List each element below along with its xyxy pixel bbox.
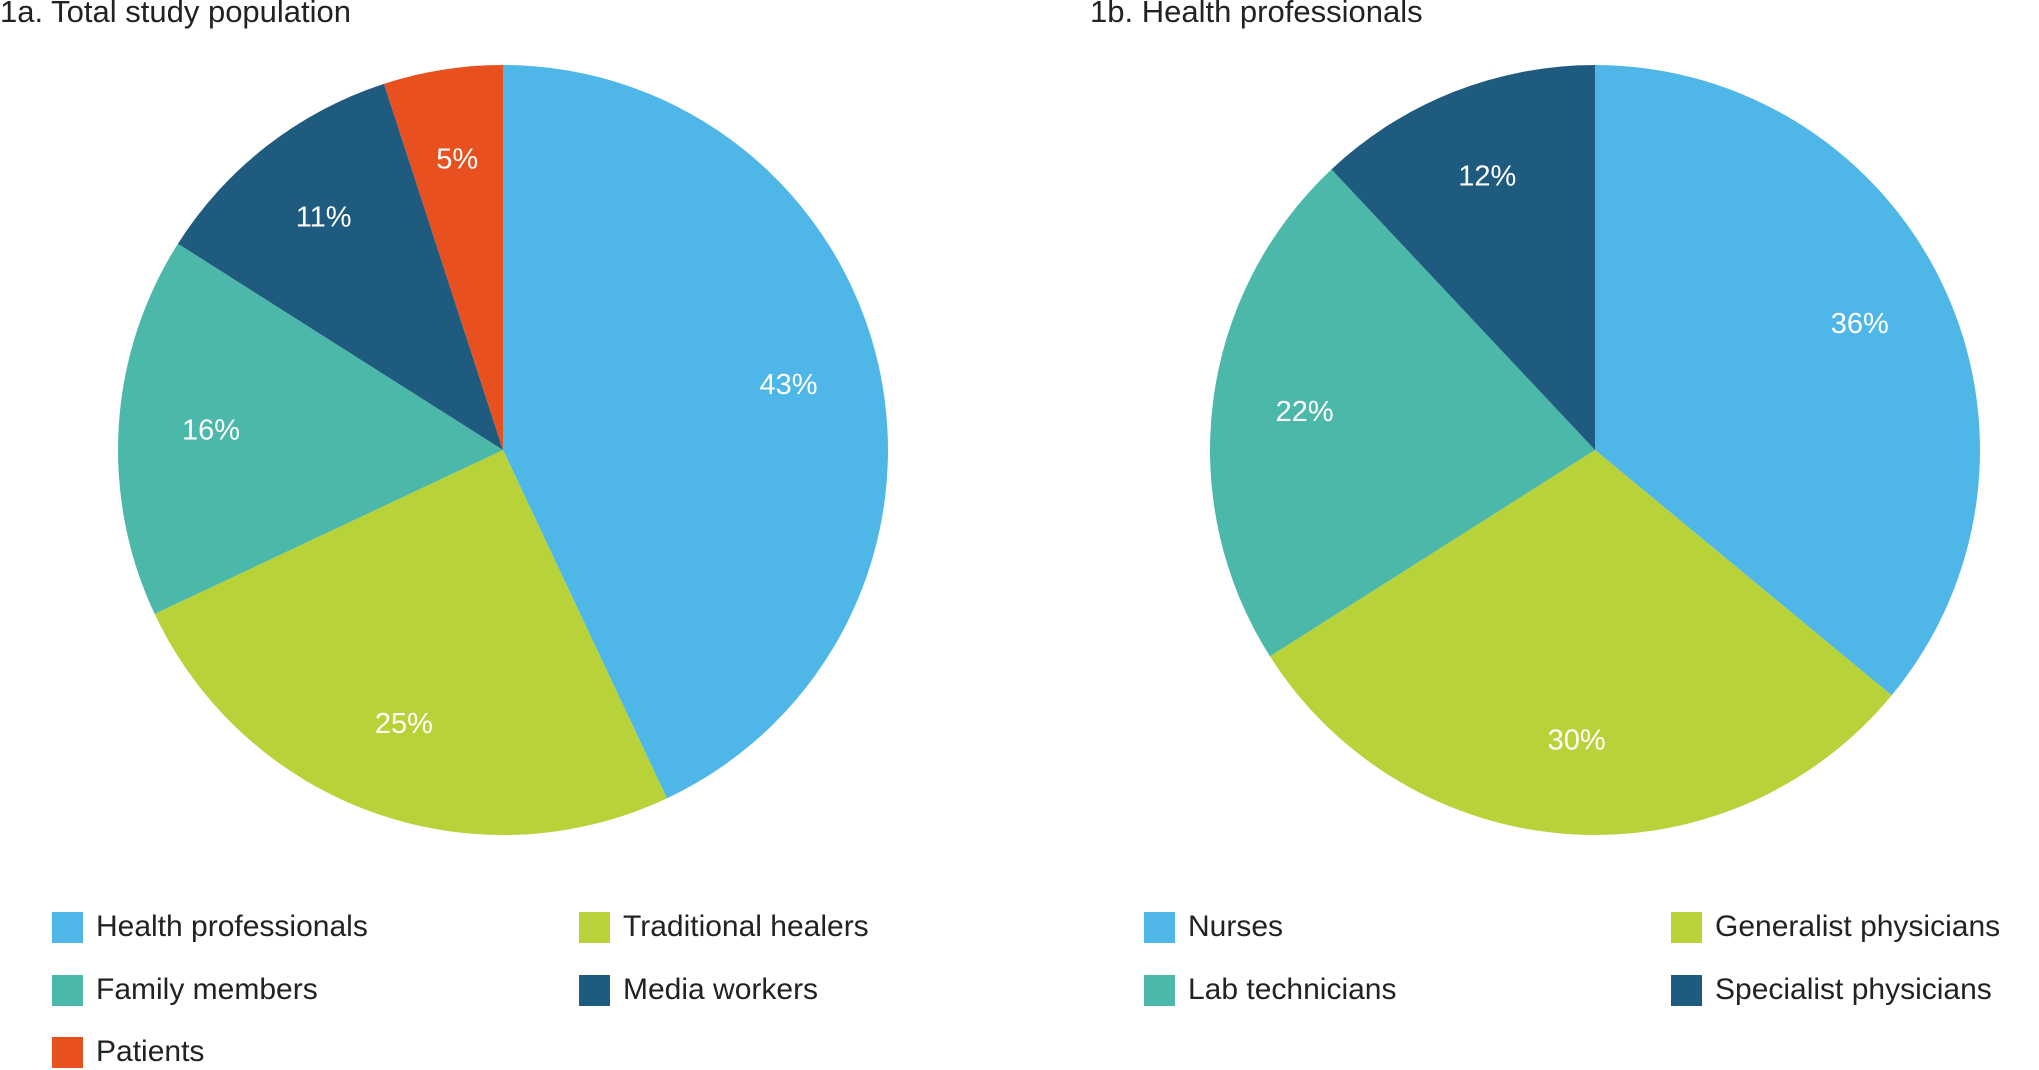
- pie-slice: [384, 65, 503, 450]
- pie-slice: [503, 65, 888, 799]
- legend-label: Nurses: [1188, 910, 1283, 943]
- legend-swatch: [1144, 975, 1175, 1006]
- legend-swatch: [52, 975, 83, 1006]
- legend-label: Family members: [96, 973, 318, 1006]
- slice-label: 36%: [1831, 308, 1889, 340]
- legend-label: Media workers: [623, 973, 818, 1006]
- legend-swatch: [1671, 912, 1702, 943]
- slice-label: 22%: [1276, 396, 1334, 428]
- legend-swatch: [579, 975, 610, 1006]
- legend-swatch: [1144, 912, 1175, 943]
- slice-label: 43%: [760, 369, 818, 401]
- slice-label: 25%: [375, 708, 433, 740]
- legend-swatch: [52, 1037, 83, 1068]
- legend-label: Specialist physicians: [1715, 973, 1992, 1006]
- legend-label: Health professionals: [96, 910, 368, 943]
- chart-title: 1b. Health professionals: [1090, 0, 1423, 29]
- pie-slice: [1331, 64, 1595, 450]
- slice-label: 16%: [182, 414, 240, 446]
- pie-slice: [1595, 65, 1980, 696]
- legend-label: Patients: [96, 1035, 204, 1068]
- pie-slice: [154, 450, 667, 835]
- pie-slice: [1210, 169, 1595, 657]
- legend-swatch: [1671, 975, 1702, 1006]
- legend-label: Lab technicians: [1188, 973, 1396, 1006]
- legend-swatch: [52, 912, 83, 943]
- legend-label: Generalist physicians: [1715, 910, 2000, 943]
- legend-label: Traditional healers: [623, 910, 869, 943]
- legend-swatch: [579, 912, 610, 943]
- pie-slice: [1269, 450, 1892, 836]
- slice-label: 30%: [1548, 725, 1606, 757]
- pie-slice: [177, 83, 503, 451]
- pie-slice: [118, 243, 504, 614]
- slice-label: 5%: [436, 144, 478, 176]
- slice-label: 12%: [1458, 161, 1516, 193]
- slice-label: 11%: [296, 201, 352, 233]
- chart-title: 1a. Total study population: [0, 0, 351, 29]
